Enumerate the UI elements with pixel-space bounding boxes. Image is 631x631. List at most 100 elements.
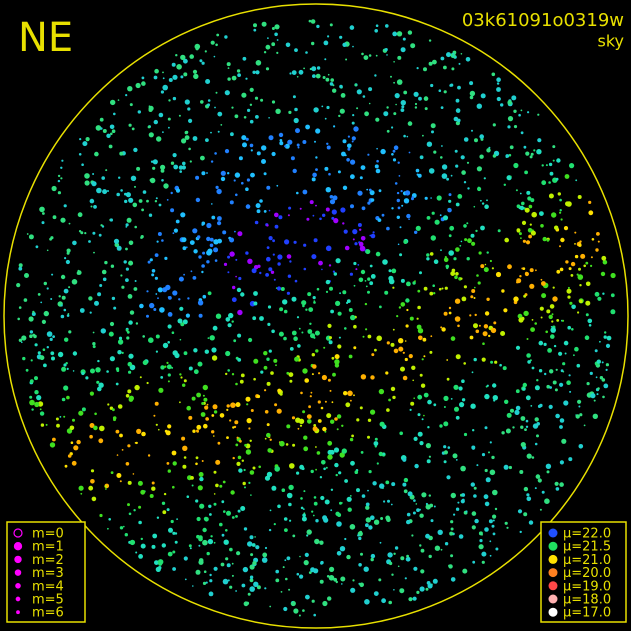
star — [392, 286, 395, 289]
star — [195, 47, 199, 51]
star — [232, 456, 235, 460]
star — [81, 407, 86, 412]
star — [440, 56, 445, 61]
star — [142, 360, 148, 366]
star — [147, 260, 151, 264]
star — [577, 399, 582, 404]
star — [117, 350, 122, 355]
star — [417, 431, 423, 437]
star — [400, 302, 406, 307]
star — [161, 501, 166, 505]
star — [408, 354, 413, 359]
star — [492, 123, 496, 127]
star — [434, 219, 440, 225]
star — [106, 133, 111, 138]
star — [443, 395, 449, 401]
star — [142, 335, 145, 338]
star — [428, 494, 431, 497]
star — [134, 384, 140, 391]
star — [450, 527, 454, 531]
star — [198, 255, 202, 259]
star — [215, 91, 218, 94]
star — [349, 495, 352, 497]
star — [531, 456, 535, 459]
star — [107, 190, 109, 192]
star — [160, 90, 164, 94]
star — [228, 312, 234, 319]
star — [251, 268, 257, 274]
star — [266, 224, 269, 227]
star — [315, 128, 321, 134]
star — [286, 291, 290, 295]
star — [101, 176, 105, 180]
star — [585, 281, 591, 287]
star — [347, 390, 353, 397]
star — [95, 367, 101, 373]
star — [106, 370, 109, 373]
star — [80, 231, 84, 235]
star — [299, 574, 304, 579]
star — [201, 270, 204, 274]
star — [578, 267, 581, 271]
star — [413, 436, 418, 441]
star — [125, 462, 130, 466]
star — [443, 421, 449, 427]
star — [469, 81, 474, 86]
star — [337, 513, 342, 517]
star — [57, 351, 64, 358]
star — [536, 149, 542, 155]
star — [90, 469, 95, 473]
star — [185, 246, 188, 249]
star — [272, 239, 275, 243]
star — [332, 195, 338, 201]
star — [394, 182, 398, 185]
star — [513, 162, 519, 169]
star — [209, 243, 214, 248]
star — [18, 263, 23, 268]
star — [333, 272, 337, 276]
star — [559, 209, 562, 212]
star — [494, 507, 498, 511]
star — [198, 472, 204, 477]
star — [121, 285, 125, 289]
star — [471, 371, 474, 374]
star — [525, 240, 531, 245]
star — [507, 125, 511, 129]
star — [519, 205, 525, 211]
star — [511, 95, 517, 101]
star — [229, 251, 235, 257]
star — [180, 322, 185, 327]
star — [461, 498, 465, 502]
star — [400, 100, 406, 106]
star — [249, 103, 253, 107]
star — [345, 402, 351, 408]
star — [476, 464, 479, 467]
star — [167, 341, 170, 344]
star — [206, 222, 212, 229]
star — [367, 435, 370, 439]
star — [373, 441, 379, 446]
star — [139, 376, 142, 379]
star — [278, 132, 284, 138]
star — [563, 400, 569, 406]
star — [195, 569, 201, 575]
star — [88, 485, 94, 491]
star — [202, 527, 207, 533]
star — [605, 343, 611, 348]
star — [408, 218, 410, 220]
star — [276, 51, 279, 55]
star — [255, 203, 261, 209]
star — [88, 296, 93, 301]
star — [370, 409, 376, 415]
star — [255, 545, 260, 550]
star — [537, 478, 542, 483]
star — [250, 149, 253, 152]
star — [396, 31, 403, 37]
star — [243, 601, 249, 607]
star — [227, 271, 230, 274]
star — [235, 590, 238, 592]
star — [289, 379, 293, 383]
star — [235, 275, 237, 278]
star — [520, 109, 523, 112]
star — [330, 309, 334, 314]
